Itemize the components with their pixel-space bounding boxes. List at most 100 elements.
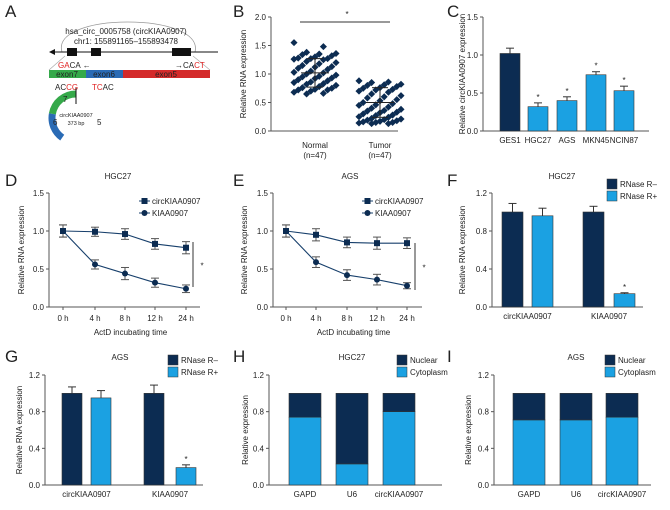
legend-label: RNase R–	[181, 356, 218, 365]
exon-box	[91, 48, 101, 56]
y-axis-label: Relative expression	[241, 395, 250, 465]
marker-circle	[122, 270, 128, 277]
circle-name: circKIAA0907	[59, 113, 92, 119]
marker-square	[122, 231, 128, 238]
data-point	[290, 39, 298, 47]
significance-asterisk: *	[623, 283, 626, 292]
data-point	[290, 55, 298, 63]
bar	[585, 74, 607, 132]
significance-asterisk: *	[200, 262, 203, 271]
data-point	[355, 77, 363, 85]
marker-square	[404, 240, 410, 247]
data-point	[319, 89, 327, 97]
exon-box	[172, 48, 191, 56]
x-tick-label: KIAA0907	[152, 490, 189, 499]
data-point	[384, 103, 392, 111]
data-point	[355, 101, 363, 109]
legend-label: circKIAA0907	[152, 197, 201, 206]
panel-letter-g: G	[5, 347, 18, 366]
legend-label: RNase R–	[620, 180, 657, 189]
marker-square	[141, 198, 148, 204]
significance-asterisk: *	[345, 10, 348, 19]
charts: B 0.0 0.5 1.0 1.5 2.0 Relative RNA expression N…	[5, 2, 657, 499]
legend-label: RNase R+	[181, 368, 218, 377]
y-tick-label: 2.0	[255, 13, 267, 22]
x-tick-sublabel: (n=47)	[368, 151, 392, 160]
exon5-segment	[123, 70, 210, 78]
x-tick-label: GES1	[499, 136, 521, 145]
panel-letter-d: D	[5, 171, 17, 190]
marker-square	[364, 198, 371, 204]
bar	[613, 90, 635, 132]
significance-asterisk: *	[536, 93, 539, 102]
y-tick-label: 0.0	[257, 303, 269, 312]
exon5-label: exon5	[155, 70, 177, 79]
x-tick-label: AGS	[559, 136, 576, 145]
strand-arrow-icon	[49, 49, 55, 55]
y-tick-label: 0.4	[253, 444, 265, 453]
x-tick-label: 8 h	[119, 314, 130, 323]
marker-circle	[313, 259, 319, 266]
bar-cytoplasm	[512, 419, 546, 486]
x-tick-sublabel: (n=47)	[303, 151, 327, 160]
panel-letter-i: I	[447, 347, 452, 366]
y-tick-label: 1.5	[255, 42, 267, 51]
junction-left: ACCG	[55, 83, 78, 92]
data-point	[315, 60, 323, 68]
y-tick-label: 0.5	[255, 99, 267, 108]
chart-title: HGC27	[549, 172, 576, 181]
data-point	[368, 120, 376, 128]
exon6-segment	[86, 70, 123, 78]
legend-swatch	[606, 178, 618, 190]
bar-nuclear	[512, 393, 546, 421]
x-tick-label: NCIN87	[610, 136, 639, 145]
y-tick-label: 1.0	[255, 70, 267, 79]
x-tick-label: KIAA0907	[591, 312, 628, 321]
x-tick-label: Normal	[302, 141, 328, 150]
bar	[527, 106, 549, 132]
y-axis-label: Relative RNA expression	[240, 206, 249, 294]
marker-circle	[141, 210, 148, 216]
bar-cytoplasm	[605, 416, 639, 486]
y-tick-label: 1.5	[467, 13, 479, 22]
x-tick-label: circKIAA0907	[375, 490, 424, 499]
y-tick-label: 0.0	[33, 303, 45, 312]
marker-square	[344, 239, 350, 246]
chart-title: HGC27	[339, 353, 366, 362]
x-tick-label: U6	[571, 490, 582, 499]
x-tick-label: 8 h	[341, 314, 352, 323]
bar	[613, 293, 636, 308]
y-tick-label: 0.5	[33, 265, 45, 274]
y-tick-label: 0.8	[253, 408, 265, 417]
bar-nuclear	[288, 393, 322, 418]
legend-label: Cytoplasm	[410, 368, 448, 377]
data-point	[319, 56, 327, 64]
bar	[90, 397, 112, 486]
y-tick-label: 1.0	[33, 227, 45, 236]
x-tick-label: 12 h	[147, 314, 163, 323]
data-point	[290, 88, 298, 96]
panel-letter-h: H	[233, 347, 245, 366]
legend-swatch	[396, 366, 408, 378]
data-point	[290, 79, 298, 87]
y-tick-label: 1.2	[253, 371, 265, 380]
legend-label: Cytoplasm	[618, 368, 656, 377]
data-point	[380, 93, 388, 101]
legend-label: Nuclear	[410, 356, 438, 365]
x-tick-label: 4 h	[310, 314, 321, 323]
x-tick-label: GAPD	[294, 490, 317, 499]
y-tick-label: 0.4	[29, 444, 41, 453]
bar-nuclear	[335, 393, 369, 465]
panel-letter-b: B	[233, 2, 244, 21]
legend-swatch	[606, 190, 618, 202]
y-axis-label: Relative RNA expression	[15, 386, 24, 474]
legend-label: RNase R+	[620, 192, 657, 201]
bar-cytoplasm	[288, 416, 322, 486]
exon7-arc	[48, 90, 77, 115]
bar	[143, 393, 165, 486]
bar	[531, 215, 554, 308]
y-tick-label: 0.0	[29, 481, 41, 490]
y-tick-label: 0.0	[478, 481, 490, 490]
genomic-coords: chr1: 155891165–155893478	[74, 37, 179, 46]
